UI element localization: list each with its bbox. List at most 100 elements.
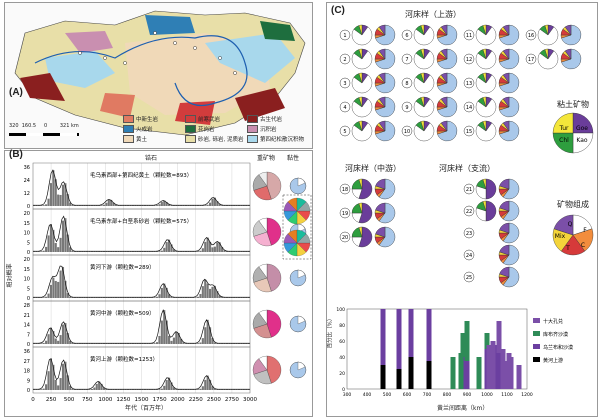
site-badge (401, 53, 413, 65)
mineral-slice (502, 120, 510, 132)
hist-bar (127, 205, 130, 206)
hist-bar (35, 251, 38, 252)
map-legend-swatch (185, 125, 196, 133)
heavy-mineral-slice (258, 309, 268, 325)
mineral-slice (502, 200, 520, 222)
site-badge (401, 101, 413, 113)
hist-bar (218, 204, 221, 206)
hist-bar (228, 343, 231, 344)
legend-kao: Kao (576, 137, 588, 144)
hist-bar (139, 205, 142, 206)
hist-bar (165, 287, 168, 298)
site-badge (463, 227, 475, 239)
hist-bar (57, 194, 60, 206)
hist-bar (95, 251, 98, 252)
hist-bar (136, 205, 139, 206)
hist-bar (139, 389, 142, 390)
clay-slice (420, 96, 425, 108)
mineral-slice (499, 178, 510, 190)
hist-bar (245, 389, 248, 390)
site-id: 19 (342, 211, 348, 217)
hist-bar (175, 388, 178, 390)
hist-bar (59, 270, 62, 298)
hist-bar (35, 297, 38, 298)
site-badge (339, 101, 351, 113)
hist-bar (33, 205, 36, 206)
mineral-slice (378, 202, 396, 224)
mineral-slice (375, 226, 386, 238)
hist-bar (76, 343, 79, 344)
hist-bar (73, 251, 77, 252)
hist-bar (136, 297, 139, 298)
hist-bar (88, 205, 91, 206)
y-tick-label: 18 (24, 369, 30, 375)
hist-bar (189, 343, 192, 344)
hist-bar (228, 297, 231, 298)
clay-slice (358, 202, 363, 214)
hist-bar (153, 297, 156, 298)
hist-bar (42, 205, 45, 206)
hist-bar (114, 251, 118, 252)
clay-slice (485, 178, 497, 200)
hist-bar (172, 387, 175, 390)
bar-segment (458, 353, 464, 389)
bar-segment (460, 333, 466, 357)
clay-slice (420, 48, 425, 60)
clay-pie-slice (297, 315, 306, 325)
hist-bar (122, 205, 125, 206)
hist-bar (189, 205, 192, 206)
y-tick-label: 36 (24, 349, 30, 355)
hist-bar (127, 389, 130, 390)
site-badge (463, 29, 475, 41)
hist-bar (141, 297, 144, 298)
hist-bar (216, 291, 219, 298)
hist-bar (136, 389, 139, 390)
hist-bar (114, 389, 118, 390)
hist-bar (170, 382, 173, 390)
hist-bar (49, 183, 52, 206)
bar-segment (484, 333, 490, 349)
hist-bar (134, 343, 137, 344)
hist-bar (83, 389, 86, 390)
map-legend-swatch (247, 135, 258, 143)
mineral-slice (502, 222, 520, 244)
mineral-slice (502, 178, 520, 200)
mineral-slice (499, 266, 510, 278)
hist-bar (119, 389, 122, 390)
hist-bar (240, 389, 243, 390)
hist-bar (242, 389, 245, 390)
hist-bar (122, 343, 125, 344)
map-legend-label: 前寒武岩 (198, 117, 221, 123)
hist-bar (146, 343, 149, 344)
hist-bar (71, 388, 74, 390)
hist-bar (37, 205, 40, 206)
hist-bar (117, 297, 120, 298)
hist-bar (93, 251, 96, 252)
hist-bar (71, 342, 74, 344)
hist-bar (153, 343, 156, 344)
hist-bar (59, 194, 62, 206)
hist-bar (61, 220, 65, 252)
hist-bar (37, 343, 40, 344)
hist-bar (107, 251, 110, 252)
clay-legend-slice (552, 112, 574, 134)
legend-goe: Goe (576, 125, 588, 132)
map-legend-swatch (247, 125, 258, 133)
mineral-slice (440, 72, 448, 84)
hist-bar (201, 205, 204, 206)
hist-bar (175, 332, 178, 344)
hist-bar (221, 389, 224, 390)
map-legend-label: 中新生岩 (136, 117, 159, 123)
y-tick-label: 5 (27, 240, 30, 246)
hist-bar (158, 251, 161, 252)
site-id: 13 (466, 81, 472, 87)
hist-bar (221, 297, 224, 298)
hist-bar (45, 384, 48, 390)
map-legend-item: 火成岩 (123, 125, 153, 133)
hist-bar (52, 229, 55, 252)
bar-y-tick: 40 (339, 355, 345, 361)
bar-x-tick: 900 (463, 392, 472, 398)
legend-chl: Chl (559, 137, 569, 144)
hist-bar (95, 297, 98, 298)
hist-bar (117, 389, 120, 390)
